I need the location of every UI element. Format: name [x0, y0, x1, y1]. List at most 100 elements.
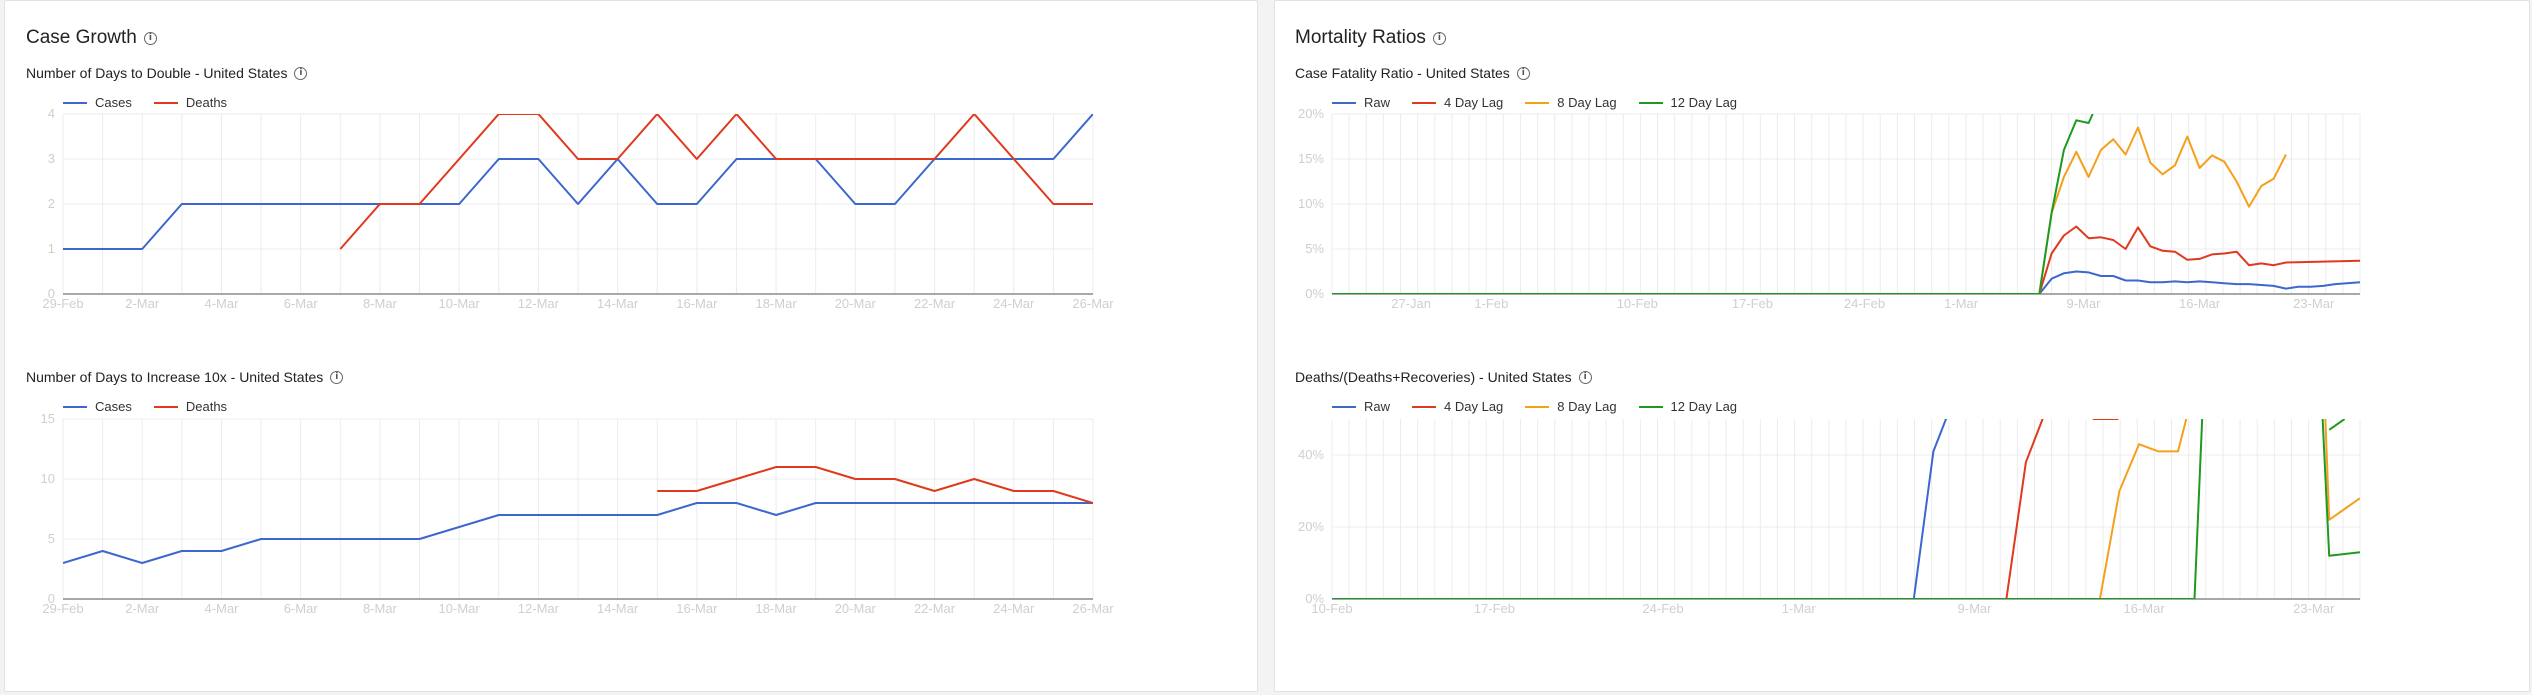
legend-label-deaths: Deaths	[185, 95, 228, 110]
x-tick-label: 24-Feb	[1642, 601, 1683, 616]
mortality-ratios-panel: Mortality Ratios i Case Fatality Ratio -…	[1274, 0, 2530, 692]
y-tick-label: 15	[41, 411, 55, 426]
x-tick-label: 24-Mar	[993, 296, 1035, 311]
x-tick-label: 8-Mar	[363, 296, 398, 311]
series-line-deaths	[657, 466, 1093, 504]
series-line-raw	[1332, 419, 1948, 599]
legend-item-raw[interactable]: Raw	[1332, 95, 1390, 110]
legend-item-cases[interactable]: Cases	[63, 399, 132, 414]
mortality-ratios-title-text: Mortality Ratios	[1295, 27, 1426, 48]
x-tick-label: 6-Mar	[284, 296, 319, 311]
x-tick-label: 12-Mar	[518, 296, 560, 311]
x-tick-label: 29-Feb	[42, 601, 83, 616]
x-tick-label: 1-Mar	[1782, 601, 1817, 616]
y-tick-label: 0	[48, 591, 55, 606]
y-tick-label: 3	[48, 151, 55, 166]
series-line-8-day-lag	[2324, 419, 2360, 521]
mortality-ratios-title: Mortality Ratios i	[1295, 27, 1446, 49]
x-tick-label: 14-Mar	[597, 296, 639, 311]
x-tick-label: 23-Mar	[2293, 601, 2335, 616]
legend-label-deaths: Deaths	[185, 399, 228, 414]
legend-swatch-deaths	[153, 405, 178, 408]
y-tick-label: 20%	[1298, 519, 1324, 534]
y-tick-label: 0%	[1305, 286, 1324, 301]
x-tick-label: 4-Mar	[204, 296, 239, 311]
info-icon[interactable]: i	[1432, 31, 1446, 45]
x-tick-label: 22-Mar	[914, 296, 956, 311]
case-fatality-title-text: Case Fatality Ratio - United States	[1295, 65, 1510, 81]
legend-swatch-8-day-lag	[1525, 405, 1550, 408]
info-icon[interactable]: i	[294, 66, 308, 80]
x-tick-label: 23-Mar	[2293, 296, 2335, 311]
legend-label-cases: Cases	[95, 95, 132, 110]
legend-label-4-day-lag: 4 Day Lag	[1444, 95, 1504, 110]
y-tick-label: 40%	[1298, 447, 1324, 462]
series-line-8-day-lag	[2098, 419, 2188, 599]
x-tick-label: 17-Feb	[1732, 296, 1773, 311]
legend-swatch-8-day-lag	[1525, 101, 1550, 104]
info-icon[interactable]: i	[330, 370, 344, 384]
x-tick-label: 8-Mar	[363, 601, 398, 616]
legend-swatch-12-day-lag	[1638, 405, 1663, 408]
x-tick-label: 10-Mar	[439, 601, 481, 616]
series-line-cases	[63, 502, 1093, 564]
legend-label-8-day-lag: 8 Day Lag	[1557, 95, 1617, 110]
x-tick-label: 2-Mar	[125, 601, 160, 616]
x-tick-label: 26-Mar	[1072, 601, 1114, 616]
legend-swatch-cases	[63, 101, 87, 104]
days-to-10x-title-text: Number of Days to Increase 10x - United …	[26, 369, 324, 385]
legend-item-8-day-lag[interactable]: 8 Day Lag	[1525, 95, 1617, 110]
legend-case-fatality: Raw 4 Day Lag 8 Day Lag 12 Day Lag	[1332, 95, 1737, 110]
x-tick-label: 17-Feb	[1474, 601, 1515, 616]
y-tick-label: 0%	[1305, 591, 1324, 606]
x-tick-label: 27-Jan	[1391, 296, 1431, 311]
x-tick-label: 14-Mar	[597, 601, 639, 616]
x-tick-label: 16-Mar	[676, 601, 718, 616]
x-tick-label: 9-Mar	[2066, 296, 2101, 311]
series-line-12-day-lag	[2328, 419, 2346, 431]
legend-swatch-12-day-lag	[1638, 101, 1663, 104]
series-line-8-day-lag	[2038, 126, 2287, 294]
y-tick-label: 0	[48, 286, 55, 301]
legend-item-deaths[interactable]: Deaths	[153, 399, 228, 414]
series-line-12-day-lag	[1332, 419, 2204, 599]
legend-item-4-day-lag[interactable]: 4 Day Lag	[1412, 399, 1503, 414]
legend-item-8-day-lag[interactable]: 8 Day Lag	[1525, 399, 1617, 414]
legend-swatch-cases	[63, 405, 87, 408]
y-tick-label: 15%	[1298, 151, 1324, 166]
case-fatality-chart: 0% 5% 10% 15% 20% 27-Jan 1-Feb 10-Feb 17-Feb 24-F…	[1298, 106, 2361, 311]
legend-item-deaths[interactable]: Deaths	[153, 95, 228, 110]
legend-item-12-day-lag[interactable]: 12 Day Lag	[1638, 95, 1737, 110]
x-tick-label: 20-Mar	[835, 601, 877, 616]
legend-item-4-day-lag[interactable]: 4 Day Lag	[1412, 95, 1503, 110]
series-line-12-day-lag	[1332, 114, 2094, 294]
x-tick-label: 18-Mar	[755, 601, 797, 616]
x-tick-label: 1-Mar	[1944, 296, 1979, 311]
legend-label-raw: Raw	[1364, 95, 1391, 110]
info-icon[interactable]: i	[143, 31, 157, 45]
days-to-double-chart: 0 1 2 3 4 29-Feb 2-Mar 4-Mar 6-Mar 8-Mar 10-Mar 12-…	[42, 106, 1114, 311]
days-to-double-title-text: Number of Days to Double - United States	[26, 65, 288, 81]
legend-swatch-raw	[1332, 405, 1356, 408]
deaths-recoveries-chart: 0% 20% 40% 10-Feb 17-Feb 24-Feb 1-Mar 9-Mar 16-M…	[1298, 419, 2361, 616]
legend-item-cases[interactable]: Cases	[63, 95, 132, 110]
series-line-raw	[1332, 270, 2360, 294]
y-tick-label: 10%	[1298, 196, 1324, 211]
x-tick-label: 10-Mar	[439, 296, 481, 311]
info-icon[interactable]: i	[1578, 370, 1592, 384]
days-to-10x-chart: 0 5 10 15 29-Feb 2-Mar 4-Mar 6-Mar 8-Mar 10-Mar 12…	[41, 411, 1115, 616]
y-tick-label: 1	[48, 241, 55, 256]
x-tick-label: 4-Mar	[204, 601, 239, 616]
legend-item-12-day-lag[interactable]: 12 Day Lag	[1638, 399, 1737, 414]
x-tick-label: 24-Mar	[993, 601, 1035, 616]
legend-item-raw[interactable]: Raw	[1332, 399, 1390, 414]
legend-swatch-4-day-lag	[1412, 101, 1437, 104]
legend-label-raw: Raw	[1364, 399, 1391, 414]
legend-label-cases: Cases	[95, 399, 132, 414]
x-tick-label: 22-Mar	[914, 601, 956, 616]
info-icon[interactable]: i	[1516, 66, 1530, 80]
x-tick-label: 10-Feb	[1311, 601, 1352, 616]
legend-label-4-day-lag: 4 Day Lag	[1444, 399, 1504, 414]
legend-swatch-deaths	[153, 101, 178, 104]
series-line-4-day-lag	[2005, 419, 2044, 599]
